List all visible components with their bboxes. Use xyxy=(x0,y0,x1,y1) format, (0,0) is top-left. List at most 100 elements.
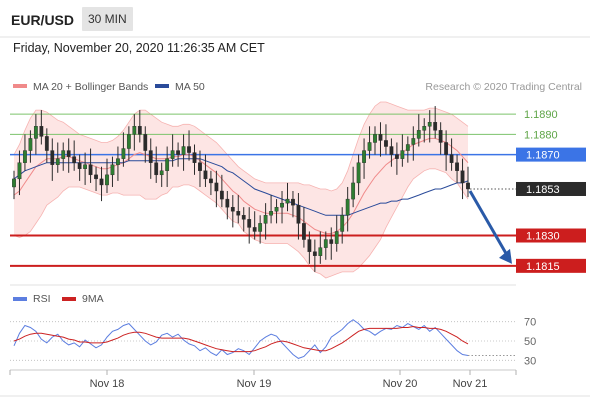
credit-text: Research © 2020 Trading Central xyxy=(425,81,582,93)
bollinger-upper-line xyxy=(13,101,469,192)
candle-body xyxy=(132,126,137,135)
bollinger-legend-label: MA 20 + Bollinger Bands xyxy=(33,81,148,93)
candle-body xyxy=(165,158,170,171)
candle-body xyxy=(50,150,55,165)
ma50-line xyxy=(13,158,469,216)
candle-body xyxy=(203,170,208,180)
candle-body xyxy=(269,211,273,216)
candle-body xyxy=(110,164,115,176)
candle-body xyxy=(405,144,410,151)
pivot-price-label: 1.1870 xyxy=(526,150,560,162)
candle-body xyxy=(17,162,22,180)
ma50-legend-swatch xyxy=(155,84,169,88)
candle-body xyxy=(318,247,323,256)
candle-body xyxy=(187,146,191,153)
x-axis: Nov 18 Nov 19 Nov 20 Nov 21 xyxy=(9,370,517,390)
candle-body xyxy=(44,136,49,151)
candle-body xyxy=(466,182,470,190)
candle-body xyxy=(329,239,334,244)
candle-body xyxy=(258,223,263,232)
candle-body xyxy=(39,126,44,137)
candle-body xyxy=(154,162,159,176)
bollinger-lower-line xyxy=(13,168,469,279)
price-panel: 1.1890 1.1880 1.1870 1.1853 1.1830 1.1815 xyxy=(10,101,586,279)
candle-body xyxy=(444,142,449,155)
rsi-legend-label: RSI xyxy=(33,293,51,305)
candle-body xyxy=(72,156,77,163)
candle-body xyxy=(61,150,66,159)
bollinger-legend-swatch xyxy=(13,84,27,88)
candle-body xyxy=(170,150,175,159)
pivot-price-badge xyxy=(516,147,586,162)
ma50-legend-label: MA 50 xyxy=(175,81,205,93)
resistance-price-label: 1.1880 xyxy=(524,129,558,141)
candle-body xyxy=(225,198,230,208)
candle-body xyxy=(460,170,465,184)
ma20-line xyxy=(13,137,469,234)
candle-body xyxy=(116,158,120,165)
timeframe-button[interactable]: 30 MIN xyxy=(82,7,133,31)
candle-body xyxy=(77,162,82,169)
rsi-tick-label: 50 xyxy=(524,336,536,348)
candle-body xyxy=(121,148,126,159)
candle-body xyxy=(362,150,366,163)
rsi-line xyxy=(13,319,469,359)
candle-body xyxy=(427,122,432,127)
candle-body xyxy=(280,202,284,208)
x-tick-label: Nov 19 xyxy=(237,378,272,390)
candle-body xyxy=(422,126,427,131)
rsi-legend-swatch xyxy=(13,297,27,301)
candle-body xyxy=(285,198,290,204)
candle-body xyxy=(340,215,345,232)
last-price-label: 1.1853 xyxy=(526,184,560,196)
candle-body xyxy=(192,152,197,163)
candle-body xyxy=(389,146,394,155)
rsi-tick-label: 70 xyxy=(524,317,536,329)
candle-body xyxy=(219,190,224,200)
candle-body xyxy=(334,231,339,244)
support-price-label: 1.1815 xyxy=(526,261,560,273)
candle-body xyxy=(230,206,235,212)
candle-body xyxy=(449,154,454,163)
rsi-tick-label: 30 xyxy=(524,355,536,367)
rsi-ma-legend-swatch xyxy=(62,297,76,301)
candle-body xyxy=(438,130,443,143)
candle-body xyxy=(411,138,416,145)
candle-body xyxy=(373,134,377,143)
candle-body xyxy=(66,150,71,157)
candle-body xyxy=(214,182,219,192)
candle-body xyxy=(28,138,33,151)
candle-body xyxy=(416,130,421,139)
support-price-label: 1.1830 xyxy=(526,231,560,243)
forecast-arrow-shaft xyxy=(468,190,510,258)
candle-body xyxy=(263,215,268,224)
candle-body xyxy=(323,239,328,248)
candle-body xyxy=(33,126,38,139)
candle-body xyxy=(176,150,180,155)
candle-body xyxy=(12,178,16,188)
candle-body xyxy=(209,178,213,184)
candle-body xyxy=(236,211,241,216)
candle-body xyxy=(181,146,186,155)
candle-body xyxy=(126,134,131,149)
rsi-panel: 70 50 30 xyxy=(10,317,536,367)
x-tick-label: Nov 20 xyxy=(383,378,418,390)
candle-body xyxy=(23,150,27,163)
candle-body xyxy=(55,158,60,165)
candle-body xyxy=(296,204,301,224)
chart-datetime: Friday, November 20, 2020 11:26:35 AM CE… xyxy=(13,41,265,55)
candle-body xyxy=(291,198,295,206)
candle-body xyxy=(148,150,153,163)
candle-body xyxy=(384,140,388,147)
support-price-badge xyxy=(516,258,586,273)
candle-body xyxy=(247,219,252,228)
last-price-badge xyxy=(516,181,586,196)
candle-body xyxy=(400,150,405,159)
candle-body xyxy=(307,239,312,252)
rsi-ma-legend-label: 9MA xyxy=(82,293,104,305)
rsi-ma-line xyxy=(13,325,469,353)
candle-body xyxy=(99,178,104,186)
candle-body xyxy=(378,134,383,141)
bollinger-band-fill xyxy=(14,102,468,278)
candle-body xyxy=(274,206,279,212)
